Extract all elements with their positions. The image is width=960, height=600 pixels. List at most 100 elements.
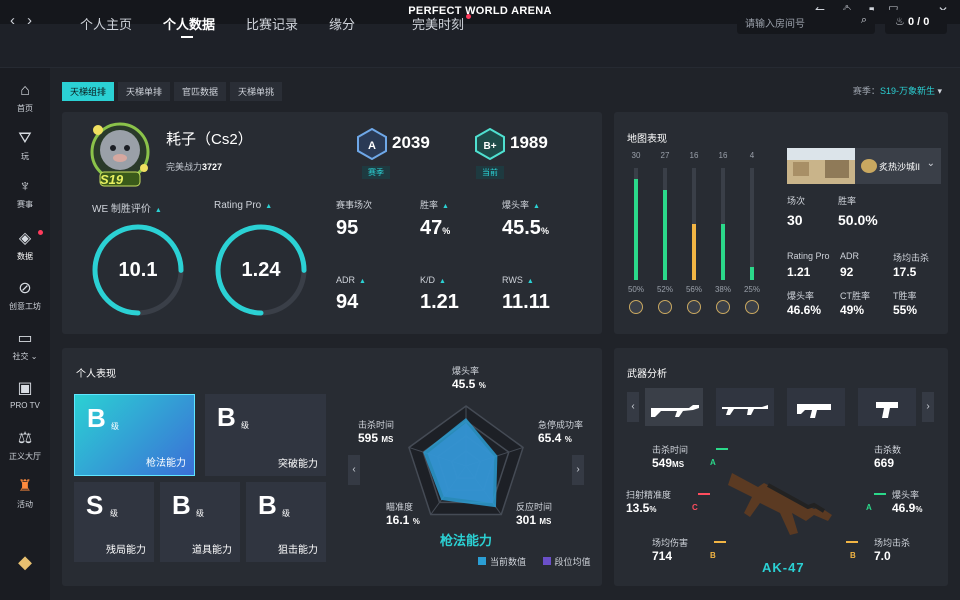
subtab-duel[interactable]: 天梯单挑 xyxy=(230,82,283,101)
radar-legend: 当前数值 段位均值 xyxy=(478,555,591,568)
season-selector[interactable]: 赛季：S19-万象新生 ▾ xyxy=(853,84,942,97)
map-bar-fill xyxy=(663,190,667,280)
subtab-ladder-solo[interactable]: 天梯单排 xyxy=(118,82,171,101)
map-detail-label: 场次 xyxy=(787,196,806,206)
up-arrow-icon: ▲ xyxy=(439,278,446,285)
weapon-stat-number: 7.0 xyxy=(874,549,891,563)
sidebar-item-play[interactable]: ⛛ 玩 xyxy=(0,130,50,162)
we-rating-gauge xyxy=(92,224,184,316)
map-logo-icon[interactable] xyxy=(716,300,730,314)
sidebar-item-social[interactable]: ▭ 社交 ⌄ xyxy=(0,328,50,362)
stat-label: 赛事场次 xyxy=(336,200,373,210)
map-winrate: 56% xyxy=(685,285,702,294)
notification-dot xyxy=(38,230,43,235)
map-logo-icon[interactable] xyxy=(745,300,759,314)
weapon-tab-mp9[interactable] xyxy=(787,388,845,426)
sidebar-item-justice[interactable]: ⚖ 正义大厅 xyxy=(0,428,50,462)
weapon-stat-label: 爆头率 xyxy=(892,490,920,500)
gauge-arc xyxy=(215,224,307,316)
map-logo-icon[interactable] xyxy=(687,300,701,314)
tab-moments[interactable]: 完美时刻 xyxy=(412,14,495,33)
tab-home[interactable]: 个人主页 xyxy=(80,17,133,32)
map-bar[interactable] xyxy=(663,168,667,280)
radar-next-button[interactable]: › xyxy=(572,455,584,485)
room-search-input[interactable]: 请输入房间号 ⌕ xyxy=(737,10,875,34)
grade-card-clutch[interactable]: S 级残局能力 xyxy=(74,482,154,562)
map-match-count: 16 xyxy=(718,151,728,160)
radar-label: 急停成功率 xyxy=(538,420,584,430)
weapon-tab-mac10[interactable] xyxy=(858,388,916,426)
stat-label-text: 胜率 xyxy=(420,200,439,210)
radar-label: 瞄准度 xyxy=(386,502,414,512)
diamond-icon: ◆ xyxy=(18,552,32,572)
tab-data[interactable]: 个人数据 xyxy=(163,14,246,38)
power-value: 3727 xyxy=(202,162,223,172)
search-icon[interactable]: ⌕ xyxy=(860,14,867,26)
radar-value: 301 MS xyxy=(516,513,552,527)
subtab-ladder-team[interactable]: 天梯组排 xyxy=(62,82,115,101)
map-logo-icon[interactable] xyxy=(658,300,672,314)
legend-average: 段位均值 xyxy=(554,557,591,567)
up-arrow-icon: ▲ xyxy=(442,203,449,210)
stat-adr: ADR ▲ 94 xyxy=(336,275,366,314)
map-detail-value: 55% xyxy=(893,303,918,317)
map-logo-icon[interactable] xyxy=(629,300,643,314)
weapon-tab-ak47[interactable] xyxy=(645,388,703,426)
grade-card-utility[interactable]: B 级道具能力 xyxy=(160,482,240,562)
avatar[interactable] xyxy=(82,120,158,190)
rank-bplus-icon: B+ xyxy=(475,128,505,160)
chevron-down-icon: ⌄ xyxy=(926,158,935,169)
weapon-stat-grade: A xyxy=(710,458,716,467)
coin-balance[interactable]: ♨ 0 / 0 xyxy=(885,10,947,34)
grade-card-entry[interactable]: B 级突破能力 xyxy=(205,394,326,476)
current-rank-score: 1989 xyxy=(510,133,548,152)
weapon-stat-label: 扫射精准度 xyxy=(626,490,672,500)
weapon-tab-m4[interactable] xyxy=(716,388,774,426)
map-bar[interactable] xyxy=(721,168,725,280)
sidebar-item-workshop[interactable]: ⊘ 创意工坊 xyxy=(0,278,50,312)
back-icon[interactable]: ‹ xyxy=(10,12,15,29)
sidebar-item-data[interactable]: ◈ 数据 xyxy=(0,228,50,262)
radar-prev-button[interactable]: ‹ xyxy=(348,455,360,485)
grade-level: 级 xyxy=(196,509,204,518)
radar-label: 爆头率 xyxy=(452,366,480,376)
radar-value: 45.5 % xyxy=(452,377,486,391)
weapon-stat-number: 13.5 xyxy=(626,501,650,515)
mode-tabs: 天梯组排 天梯单排 官匹数据 天梯单挑 xyxy=(62,82,283,101)
grade-bar xyxy=(716,448,728,450)
map-bar-fill xyxy=(634,179,638,280)
map-bar[interactable] xyxy=(692,168,696,280)
map-detail-label: T胜率 xyxy=(893,291,917,301)
map-bar[interactable] xyxy=(750,168,754,280)
sidebar-item-home[interactable]: ⌂ 首页 xyxy=(0,82,50,114)
map-bar[interactable] xyxy=(634,168,638,280)
weapon-stat-grade: B xyxy=(710,551,716,560)
tab-fate[interactable]: 缘分 xyxy=(329,17,356,32)
map-logo-icon xyxy=(861,159,877,173)
weapon-stat-headshot: 爆头率 46.9% xyxy=(892,488,922,515)
radar-unit: % xyxy=(478,381,486,390)
sidebar-item-events[interactable]: ♆ 赛事 xyxy=(0,178,50,210)
forward-icon[interactable]: › xyxy=(27,12,32,29)
map-thumbnail xyxy=(787,148,855,184)
grade-card-aim[interactable]: B 级枪法能力 xyxy=(74,394,195,476)
sidebar-item-protv[interactable]: ▣ PRO TV xyxy=(0,378,50,410)
grade-name: 残局能力 xyxy=(106,545,146,556)
map-section-title: 地图表现 xyxy=(627,134,667,145)
radar-number: 301 xyxy=(516,513,537,527)
rank-a-letter: A xyxy=(368,140,376,152)
season-rank-score: 2039 xyxy=(392,133,430,152)
tab-matches[interactable]: 比赛记录 xyxy=(246,17,299,32)
grade-letter: S xyxy=(86,490,104,520)
grade-card-sniper[interactable]: B 级狙击能力 xyxy=(246,482,326,562)
map-selector[interactable]: 炙热沙城II ⌄ xyxy=(787,148,941,184)
map-detail-label: ADR xyxy=(840,251,860,261)
subtab-official[interactable]: 官匹数据 xyxy=(174,82,227,101)
weapon-stat-damage: 场均伤害 714 xyxy=(652,536,688,563)
weapon-next-button[interactable]: › xyxy=(922,392,934,422)
sidebar-item-vip[interactable]: ◆ xyxy=(0,552,50,576)
grade-letter: B xyxy=(87,403,106,433)
weapon-prev-button[interactable]: ‹ xyxy=(627,392,639,422)
weapon-panel xyxy=(614,348,948,586)
sidebar-item-activity[interactable]: ♜ 活动 xyxy=(0,476,50,510)
